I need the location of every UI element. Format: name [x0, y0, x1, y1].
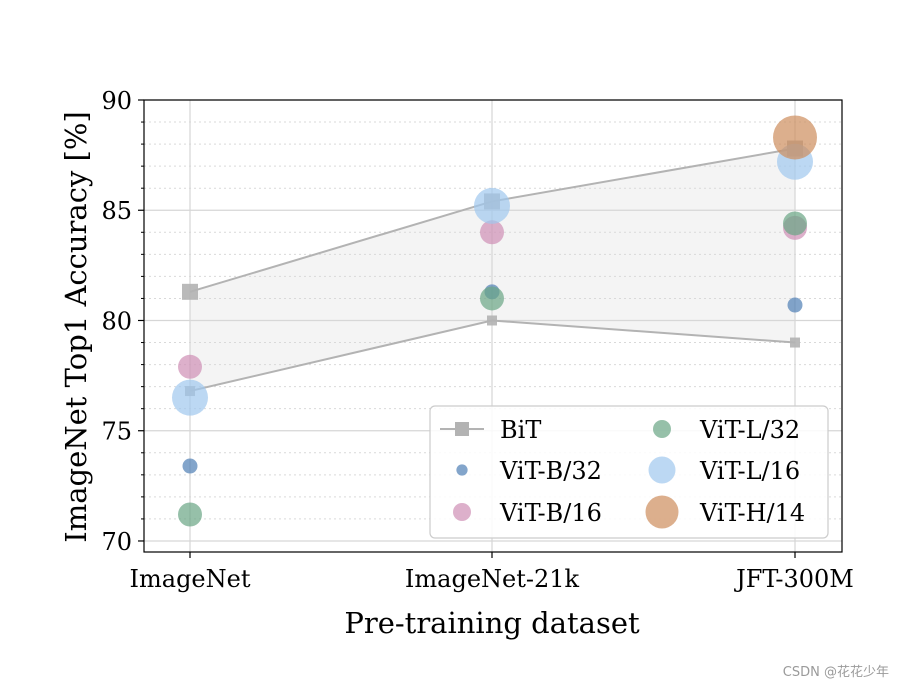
point-vit-l-32: [178, 502, 202, 527]
legend-label: ViT-L/16: [699, 457, 800, 485]
point-vit-b-16: [178, 354, 202, 379]
x-axis-ticks: ImageNet ImageNet-21k JFT-300M: [130, 552, 854, 593]
legend-label: ViT-B/16: [499, 499, 602, 527]
point-vit-b-32: [787, 297, 803, 313]
legend-marker-vit-l-16: [648, 456, 676, 484]
legend-label: BiT: [500, 416, 541, 444]
point-vit-l-16: [172, 379, 208, 416]
legend-marker-vit-b-16: [453, 503, 471, 521]
point-vit-h-14: [773, 115, 817, 160]
legend-box: [429, 405, 829, 539]
bit-upper-marker: [182, 283, 198, 300]
x-tick-label: ImageNet: [130, 565, 251, 593]
point-vit-l-32: [783, 211, 807, 236]
legend: BiT ViT-B/32 ViT-B/16 ViT-L/32 ViT-L/16 ViT-H…: [429, 405, 829, 539]
y-axis-ticks: 70 75 80 85 90: [101, 87, 144, 556]
y-tick-label: 70: [101, 528, 132, 556]
watermark: CSDN @花花少年: [782, 665, 889, 680]
y-tick-label: 90: [101, 87, 132, 115]
legend-label: ViT-L/32: [699, 416, 800, 444]
point-vit-l-32: [480, 286, 504, 311]
bit-lower-marker: [790, 337, 800, 348]
x-tick-label: JFT-300M: [733, 565, 854, 593]
vit-points: [172, 115, 817, 527]
legend-bit-marker: [455, 422, 469, 436]
legend-label: ViT-H/14: [699, 499, 805, 527]
y-tick-label: 85: [101, 197, 132, 225]
legend-label: ViT-B/32: [499, 457, 602, 485]
x-axis-label: Pre-training dataset: [344, 606, 640, 640]
x-tick-label: ImageNet-21k: [405, 565, 580, 593]
plot-frame: [143, 99, 843, 553]
y-tick-label: 75: [101, 418, 132, 446]
y-axis-label: ImageNet Top1 Accuracy [%]: [59, 111, 93, 542]
legend-marker-vit-h-14: [645, 495, 679, 529]
legend-marker-vit-b-32: [456, 464, 468, 476]
bit-range-band: [190, 148, 795, 392]
point-vit-b-32: [182, 458, 198, 474]
point-vit-l-16: [474, 187, 510, 224]
legend-marker-vit-l-32: [653, 420, 671, 438]
y-tick-label: 80: [101, 307, 132, 335]
bit-lower-marker: [487, 315, 497, 326]
point-vit-b-16: [480, 220, 504, 245]
